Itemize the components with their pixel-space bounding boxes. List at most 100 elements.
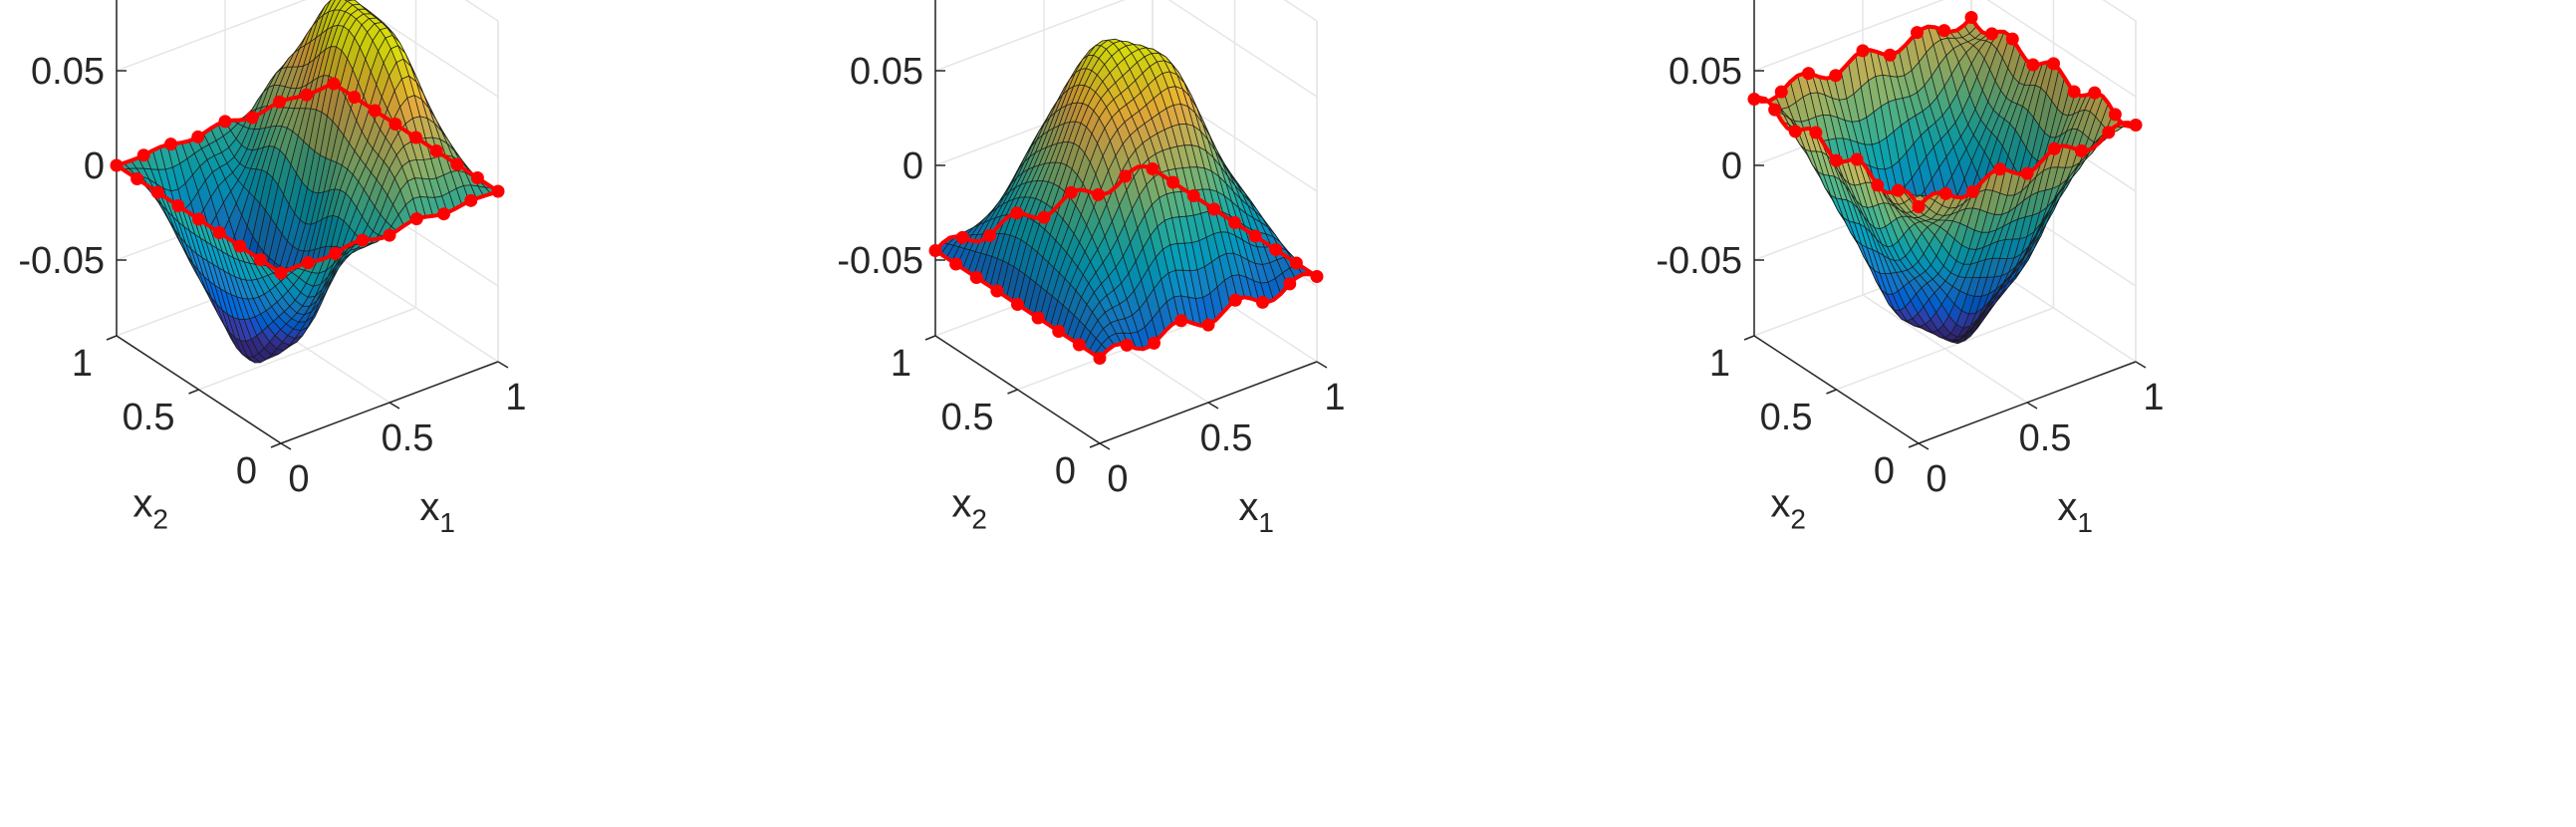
boundary-marker xyxy=(301,256,315,270)
boundary-marker xyxy=(1052,325,1066,338)
x2-axis-label: x2 xyxy=(951,481,987,534)
boundary-marker xyxy=(253,253,267,266)
boundary-marker xyxy=(164,138,177,151)
x1-tick-label: 1 xyxy=(2143,377,2164,418)
x1-tick xyxy=(280,442,292,450)
boundary-marker xyxy=(136,148,150,162)
u-tick-label: 0 xyxy=(902,145,923,187)
boundary-curve xyxy=(928,162,1324,365)
boundary-marker xyxy=(2020,166,2034,180)
surface-plot-3: 0 0.5 1 0 0.5 1 -0.05 0 0.05 x1 x2 xyxy=(1656,0,2165,538)
boundary-marker xyxy=(1310,270,1324,283)
boundary-marker xyxy=(955,230,969,244)
u-tick-label: 0 xyxy=(1721,145,1742,187)
boundary-marker xyxy=(464,193,478,207)
boundary-marker xyxy=(409,212,423,226)
boundary-marker xyxy=(1850,152,1864,166)
boundary-marker xyxy=(1856,44,1870,58)
boundary-marker xyxy=(409,131,422,144)
floor-gridline xyxy=(1836,307,2054,391)
box-edge xyxy=(2102,0,2137,22)
boundary-marker xyxy=(218,115,232,129)
boundary-marker xyxy=(1830,153,1843,167)
boundary-marker xyxy=(928,244,942,257)
box-edge xyxy=(464,0,499,22)
boundary-marker xyxy=(1937,24,1951,38)
x2-tick-label: 0.5 xyxy=(941,397,994,438)
surface-panel-3: 0 0.5 1 0 0.5 1 -0.05 0 0.05 x1 x2 xyxy=(1638,0,2454,827)
x1-tick xyxy=(1316,361,1328,369)
boundary-marker xyxy=(1891,183,1905,197)
boundary-marker xyxy=(1228,293,1242,307)
x1-tick-label: 0 xyxy=(1107,458,1128,500)
surface-mesh xyxy=(116,0,499,364)
boundary-marker xyxy=(1966,184,1979,198)
boundary-marker xyxy=(1911,26,1924,40)
boundary-marker xyxy=(2047,141,2061,155)
wall-gridline xyxy=(1986,0,2137,98)
boundary-marker xyxy=(329,246,342,260)
boundary-marker xyxy=(1802,67,1815,81)
x2-tick xyxy=(1826,389,1837,395)
boundary-marker xyxy=(1174,314,1188,328)
boundary-marker xyxy=(388,118,402,131)
boundary-curve xyxy=(1747,11,2143,213)
wall-gridline xyxy=(1167,0,1318,98)
x1-tick xyxy=(2135,361,2147,369)
box-edge xyxy=(1283,0,1318,22)
boundary-marker xyxy=(1256,295,1269,309)
x2-tick-label: 1 xyxy=(72,343,93,385)
boundary-marker xyxy=(1883,48,1897,62)
x2-tick xyxy=(1743,335,1755,341)
boundary-marker xyxy=(1289,256,1303,270)
x2-tick xyxy=(270,442,282,448)
boundary-marker xyxy=(2102,126,2116,139)
u-tick-label: 0.05 xyxy=(31,51,105,93)
boundary-marker xyxy=(2129,119,2143,132)
u-tick-label: 0.05 xyxy=(1669,51,1742,93)
boundary-marker xyxy=(1092,187,1105,201)
boundary-marker xyxy=(1207,202,1221,216)
boundary-marker xyxy=(429,144,443,157)
boundary-marker xyxy=(1037,210,1051,224)
u-tick-label: -0.05 xyxy=(837,240,923,282)
surface-mesh xyxy=(934,38,1318,360)
boundary-marker xyxy=(191,130,205,143)
boundary-marker xyxy=(2075,143,2088,157)
boundary-marker xyxy=(969,271,983,284)
x2-tick xyxy=(188,389,199,395)
boundary-marker xyxy=(1993,162,2007,176)
boundary-curve xyxy=(110,77,505,280)
x2-tick-label: 0 xyxy=(1874,450,1895,492)
x1-tick-label: 0 xyxy=(1926,458,1946,500)
tick-labels: 0 0.5 1 0 0.5 1 -0.05 0 0.05 xyxy=(18,51,526,500)
boundary-marker xyxy=(110,158,124,172)
x2-tick-label: 0.5 xyxy=(123,397,175,438)
boundary-marker xyxy=(1010,206,1024,220)
boundary-marker xyxy=(1166,175,1180,189)
x2-axis-label: x2 xyxy=(1770,481,1806,534)
x1-axis-label: x1 xyxy=(2057,485,2093,538)
x1-tick xyxy=(1099,442,1111,450)
boundary-marker xyxy=(1269,243,1283,256)
boundary-marker xyxy=(1788,125,1802,138)
surface-plot-2: 0 0.5 1 0 0.5 1 -0.05 0 0.05 x1 x2 xyxy=(837,0,1346,538)
boundary-marker xyxy=(1120,338,1134,352)
tick-labels: 0 0.5 1 0 0.5 1 -0.05 0 0.05 xyxy=(1656,51,2164,500)
boundary-marker xyxy=(130,172,144,185)
boundary-marker xyxy=(1938,186,1952,200)
x2-tick-label: 1 xyxy=(1709,343,1730,385)
wall-gridline xyxy=(934,0,1126,72)
boundary-marker xyxy=(437,207,450,221)
boundary-marker xyxy=(1774,85,1788,99)
x1-tick xyxy=(388,402,400,410)
boundary-marker xyxy=(273,95,286,109)
x1-tick-label: 0.5 xyxy=(382,417,434,459)
boundary-marker xyxy=(450,157,464,171)
boundary-marker xyxy=(327,77,341,91)
boundary-marker xyxy=(1809,126,1823,139)
x2-tick xyxy=(106,335,118,341)
boundary-marker xyxy=(983,228,996,242)
